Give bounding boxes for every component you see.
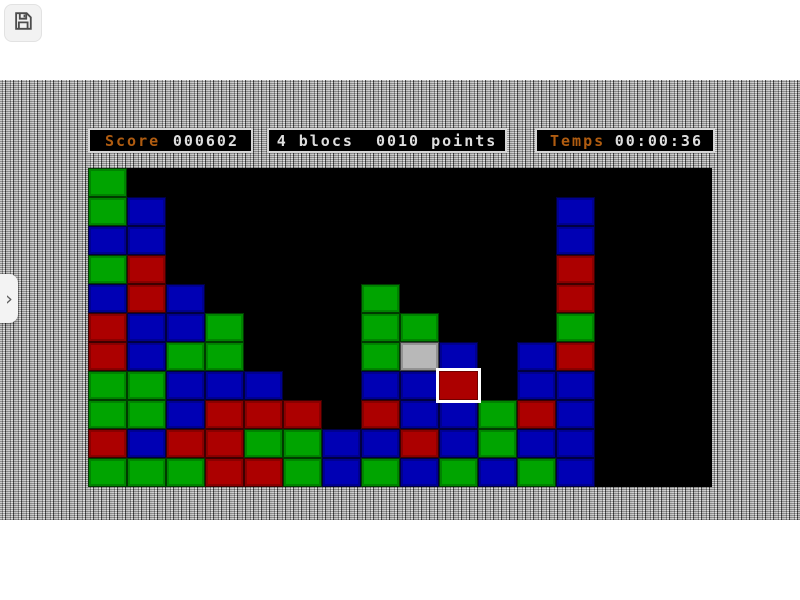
block[interactable] xyxy=(439,458,478,487)
block[interactable] xyxy=(88,226,127,255)
block[interactable] xyxy=(88,371,127,400)
block[interactable] xyxy=(556,371,595,400)
block[interactable] xyxy=(127,226,166,255)
block[interactable] xyxy=(127,313,166,342)
block[interactable] xyxy=(283,458,322,487)
block[interactable] xyxy=(556,429,595,458)
block[interactable] xyxy=(205,429,244,458)
block[interactable] xyxy=(166,429,205,458)
block[interactable] xyxy=(478,400,517,429)
block[interactable] xyxy=(88,313,127,342)
block[interactable] xyxy=(556,255,595,284)
block[interactable] xyxy=(400,313,439,342)
block[interactable] xyxy=(205,342,244,371)
block[interactable] xyxy=(361,429,400,458)
block[interactable] xyxy=(205,400,244,429)
block[interactable] xyxy=(283,400,322,429)
block[interactable] xyxy=(556,313,595,342)
block[interactable] xyxy=(88,168,127,197)
block[interactable] xyxy=(517,400,556,429)
block[interactable] xyxy=(361,342,400,371)
block[interactable] xyxy=(127,284,166,313)
block[interactable] xyxy=(88,197,127,226)
block[interactable] xyxy=(556,400,595,429)
game-board xyxy=(88,168,712,487)
block[interactable] xyxy=(556,458,595,487)
block[interactable] xyxy=(556,284,595,313)
block[interactable] xyxy=(88,400,127,429)
block[interactable] xyxy=(166,371,205,400)
time-panel: Temps 00:00:36 xyxy=(535,128,715,153)
save-button[interactable] xyxy=(4,4,42,42)
block[interactable] xyxy=(166,458,205,487)
block[interactable] xyxy=(205,458,244,487)
blocks-points-panel: 4 blocs 0010 points xyxy=(267,128,507,153)
score-label: Score xyxy=(105,131,161,150)
block[interactable] xyxy=(400,371,439,400)
block[interactable] xyxy=(127,197,166,226)
block[interactable] xyxy=(556,197,595,226)
block[interactable] xyxy=(517,342,556,371)
block[interactable] xyxy=(205,313,244,342)
score-value: 000602 xyxy=(172,131,239,150)
block[interactable] xyxy=(361,313,400,342)
block[interactable] xyxy=(244,400,283,429)
block[interactable] xyxy=(127,371,166,400)
block[interactable] xyxy=(127,458,166,487)
block[interactable] xyxy=(127,400,166,429)
block[interactable] xyxy=(322,429,361,458)
block[interactable] xyxy=(400,458,439,487)
block[interactable] xyxy=(166,400,205,429)
block[interactable] xyxy=(127,342,166,371)
chevron-right-icon: › xyxy=(5,287,13,310)
block[interactable] xyxy=(361,458,400,487)
block[interactable] xyxy=(88,429,127,458)
block[interactable] xyxy=(127,255,166,284)
block[interactable] xyxy=(166,313,205,342)
block[interactable] xyxy=(361,400,400,429)
time-label: Temps xyxy=(550,131,606,150)
block[interactable] xyxy=(322,458,361,487)
block[interactable] xyxy=(439,342,478,371)
block[interactable] xyxy=(517,371,556,400)
block[interactable] xyxy=(439,400,478,429)
block[interactable] xyxy=(439,429,478,458)
block[interactable] xyxy=(400,400,439,429)
block[interactable] xyxy=(283,429,322,458)
bottom-bar xyxy=(0,520,800,600)
block[interactable] xyxy=(88,458,127,487)
block[interactable] xyxy=(400,429,439,458)
sidebar-expand-tab[interactable]: › xyxy=(0,274,18,323)
block[interactable] xyxy=(361,371,400,400)
block[interactable] xyxy=(88,284,127,313)
block[interactable] xyxy=(166,342,205,371)
score-panel: Score 000602 xyxy=(88,128,253,153)
block[interactable] xyxy=(88,255,127,284)
blocks-points-text: 4 blocs 0010 points xyxy=(276,131,498,150)
block[interactable] xyxy=(244,429,283,458)
block[interactable] xyxy=(205,371,244,400)
block[interactable] xyxy=(556,342,595,371)
block[interactable] xyxy=(361,284,400,313)
time-value: 00:00:36 xyxy=(614,131,703,150)
block[interactable] xyxy=(127,429,166,458)
block[interactable] xyxy=(556,226,595,255)
block[interactable] xyxy=(244,371,283,400)
block[interactable] xyxy=(400,342,439,371)
block[interactable] xyxy=(517,429,556,458)
block[interactable] xyxy=(88,342,127,371)
block[interactable] xyxy=(244,458,283,487)
block[interactable] xyxy=(478,429,517,458)
block[interactable] xyxy=(478,458,517,487)
block[interactable] xyxy=(166,284,205,313)
selected-block[interactable] xyxy=(439,371,478,400)
block[interactable] xyxy=(517,458,556,487)
floppy-disk-icon xyxy=(12,10,34,36)
top-bar xyxy=(0,0,800,80)
